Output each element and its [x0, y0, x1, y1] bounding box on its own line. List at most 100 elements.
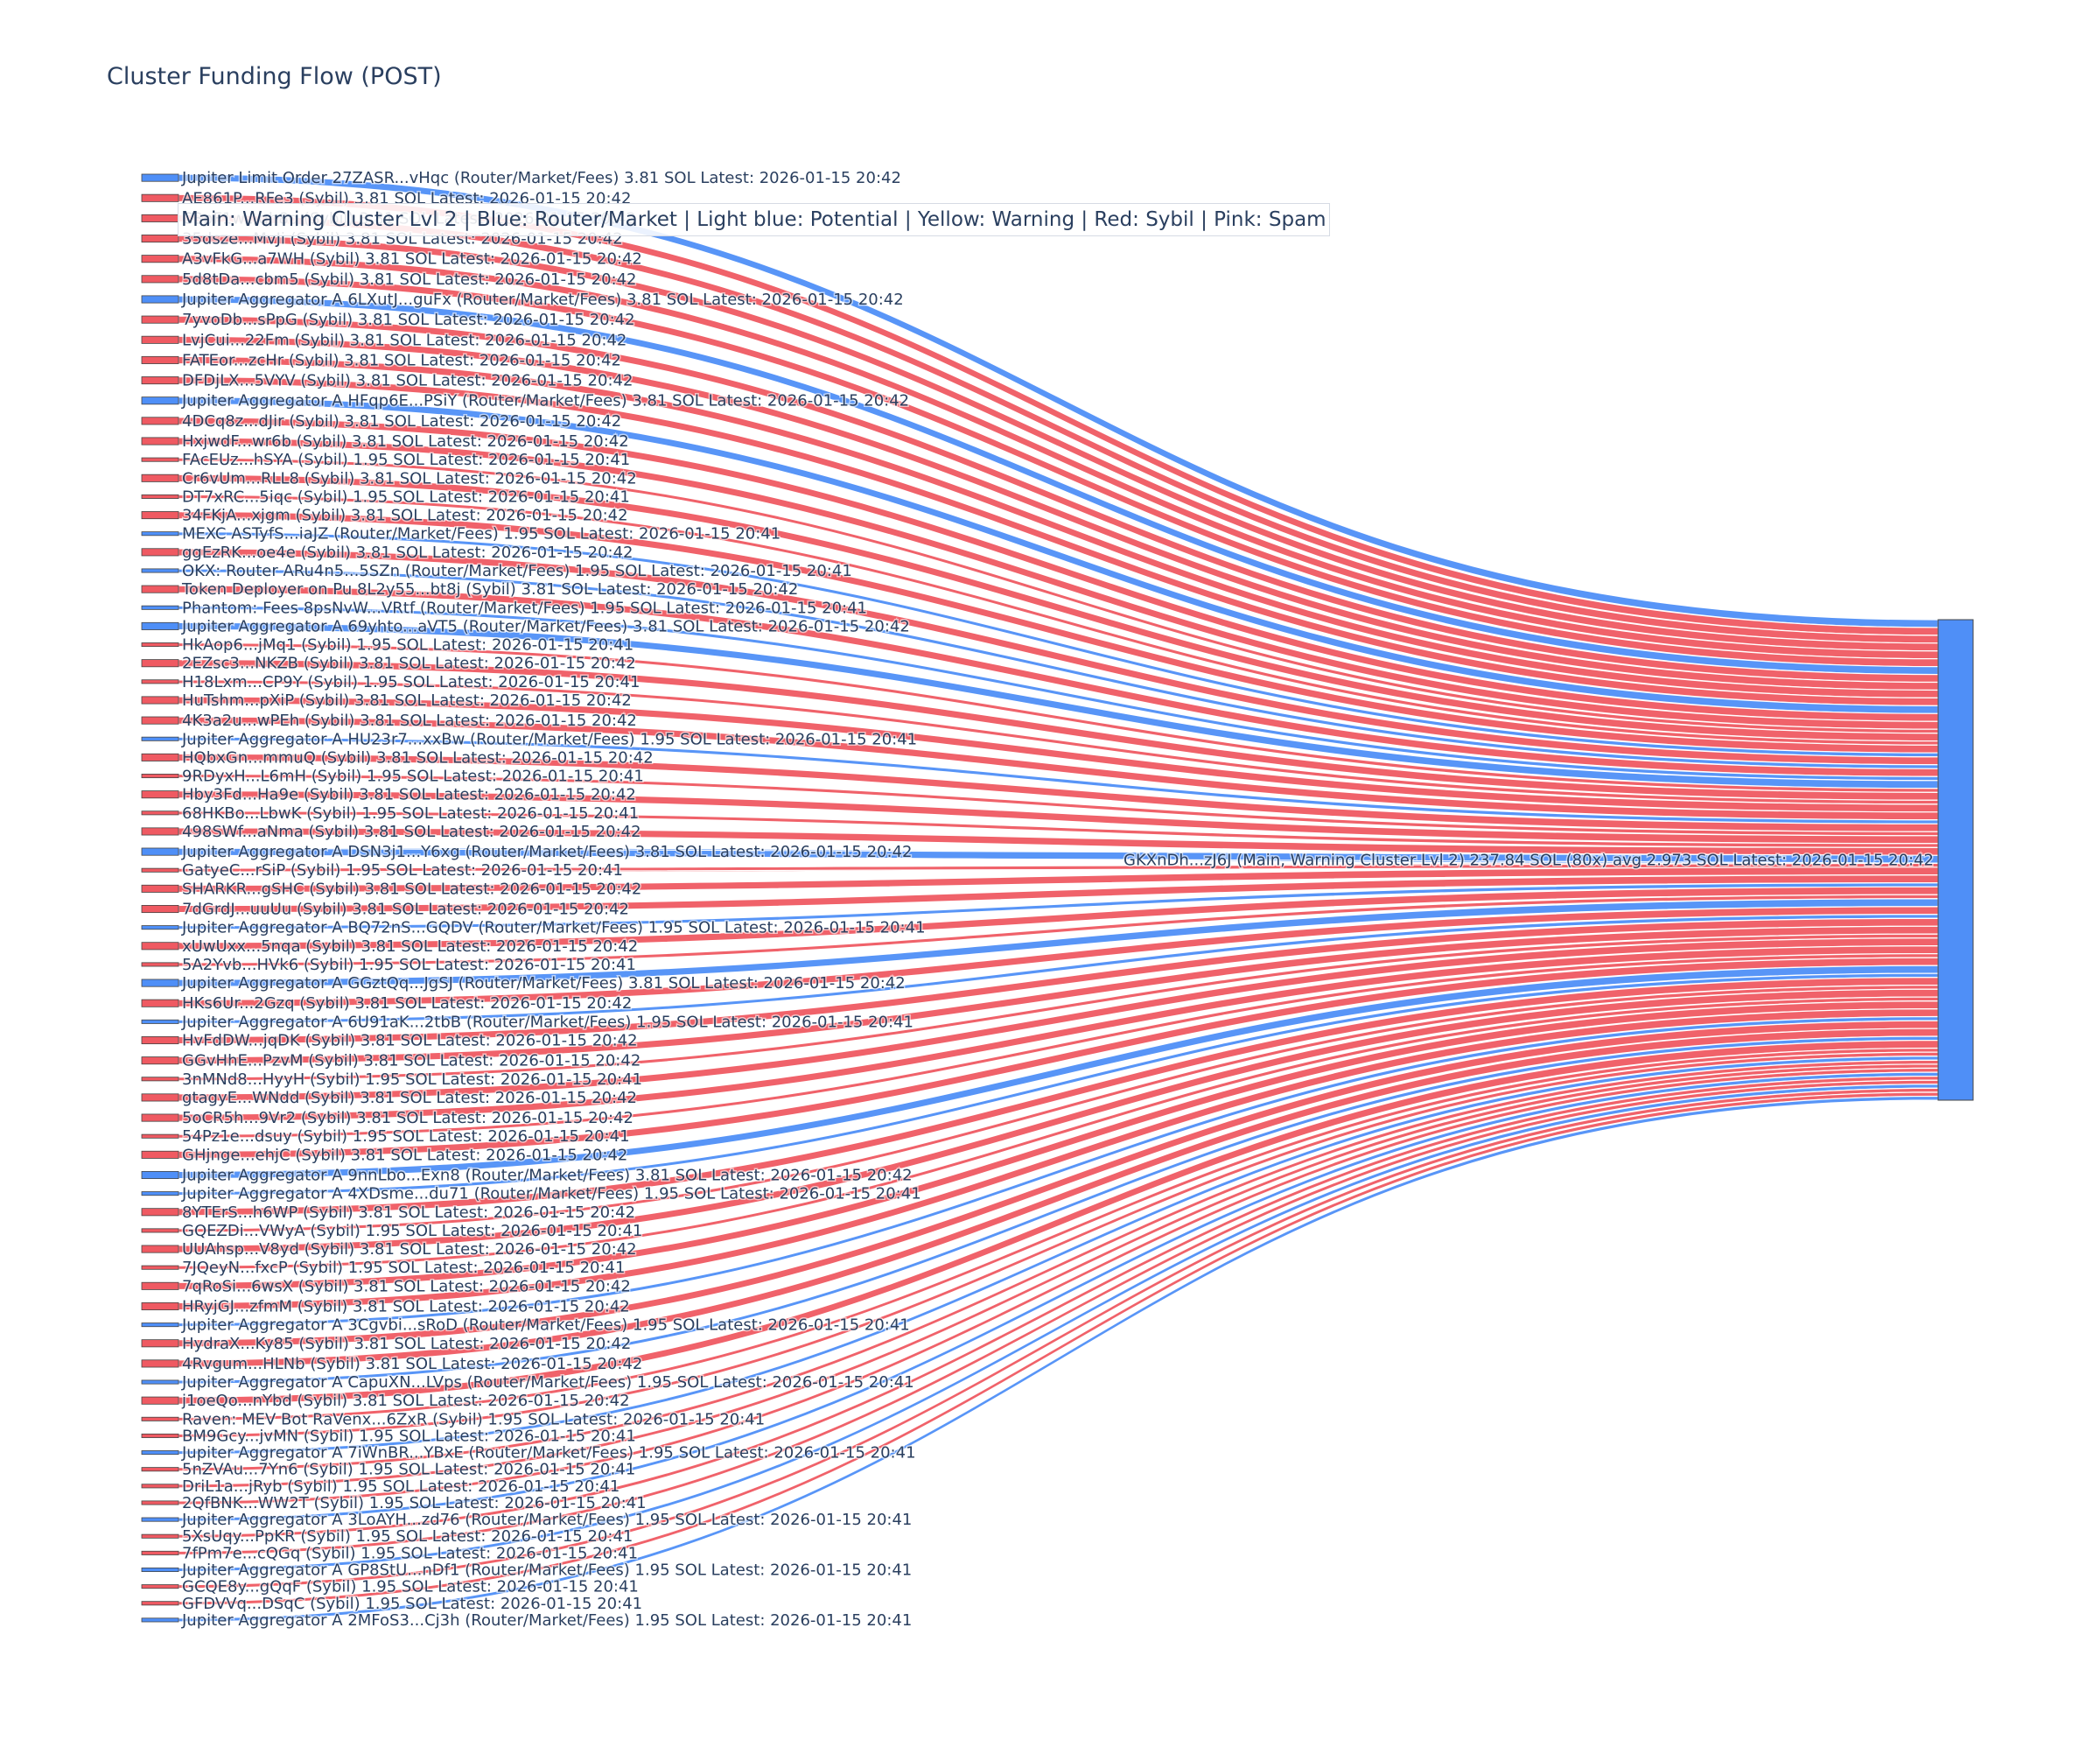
source-node-label: ggEzRK...oe4e (Sybil) 3.81 SOL Latest: 2…	[182, 544, 634, 562]
sybil-source-node	[141, 511, 179, 520]
sybil-source-node	[141, 810, 179, 816]
sybil-source-node	[141, 867, 179, 873]
source-node-label: Jupiter Aggregator A DSN3j1...Y6xg (Rout…	[181, 843, 912, 861]
source-node-label: Jupiter Aggregator A GP8StU...nDf1 (Rout…	[181, 1561, 912, 1580]
source-node-label: HvFdDW...jqDK (Sybil) 3.81 SOL Latest: 2…	[182, 1032, 638, 1050]
source-node-label: DriL1a...jRyb (Sybil) 1.95 SOL Latest: 2…	[182, 1477, 620, 1496]
sybil-source-node	[141, 585, 179, 593]
router-source-node	[141, 847, 179, 856]
source-node-label: Jupiter Aggregator A 7iWnBR...YBxE (Rout…	[181, 1444, 916, 1463]
source-node-label: FAcEUz...hSYA (Sybil) 1.95 SOL Latest: 2…	[182, 451, 630, 469]
sybil-source-node	[141, 1359, 179, 1368]
sybil-source-node	[141, 1113, 179, 1122]
sybil-source-node	[141, 1416, 179, 1421]
sybil-source-node	[141, 193, 179, 202]
sybil-source-node	[141, 255, 179, 263]
source-node-label: Raven: MEV Bot RaVenx...6ZxR (Sybil) 1.9…	[182, 1410, 765, 1428]
source-node-label: GQEZDi...VWyA (Sybil) 1.95 SOL Latest: 2…	[182, 1222, 642, 1240]
sybil-source-node	[141, 1467, 179, 1472]
source-node-label: BM9Gcy...jvMN (Sybil) 1.95 SOL Latest: 2…	[182, 1427, 636, 1445]
source-node-label: GCQE8y...gQqF (Sybil) 1.95 SOL Latest: 2…	[182, 1578, 639, 1596]
sybil-source-node	[141, 494, 179, 499]
source-node-label: Jupiter Aggregator A 6U91aK...2tbB (Rout…	[181, 1013, 914, 1031]
router-source-node	[141, 979, 179, 987]
sybil-source-node	[141, 315, 179, 324]
source-node-label: H18Lxm...CP9Y (Sybil) 1.95 SOL Latest: 2…	[182, 673, 640, 691]
router-source-node	[141, 925, 179, 930]
sybil-source-node	[141, 642, 179, 648]
router-source-node	[141, 1323, 179, 1328]
sybil-source-node	[141, 774, 179, 779]
source-node-label: HuTshm...pXiP (Sybil) 3.81 SOL Latest: 2…	[182, 691, 632, 710]
router-source-node	[141, 1170, 179, 1180]
source-node-label: GFDVVq...DSqC (Sybil) 1.95 SOL Latest: 2…	[182, 1595, 642, 1613]
source-node-label: Jupiter Aggregator A 69yhto...aVT5 (Rout…	[181, 617, 910, 635]
source-node-label: Jupiter Aggregator A HU23r7...xxBw (Rout…	[181, 730, 917, 748]
sybil-source-node	[141, 716, 179, 725]
source-node-label: 498SWf...aNma (Sybil) 3.81 SOL Latest: 2…	[182, 823, 641, 841]
source-node-label: 54Pz1e...dsuy (Sybil) 1.95 SOL Latest: 2…	[182, 1127, 630, 1146]
source-node-label: FATEor...zcHr (Sybil) 3.81 SOL Latest: 2…	[182, 351, 621, 369]
source-node-label: 7qRoSi...6wsX (Sybil) 3.81 SOL Latest: 2…	[182, 1277, 631, 1295]
source-node-label: Jupiter Aggregator A 6LXutJ...guFx (Rout…	[181, 291, 904, 309]
sybil-source-node	[141, 1433, 179, 1438]
source-node-label: 5XsUqy...PpKR (Sybil) 1.95 SOL Latest: 2…	[182, 1527, 633, 1546]
sybil-source-node	[141, 827, 179, 836]
router-source-node	[141, 295, 179, 304]
source-node-label: 9RDyxH...L6mH (Sybil) 1.95 SOL Latest: 2…	[182, 768, 644, 786]
sybil-source-node	[141, 1601, 179, 1606]
source-node-label: Jupiter Aggregator A 4XDsme...du71 (Rout…	[181, 1185, 921, 1203]
sybil-source-node	[141, 437, 179, 446]
sybil-source-node	[141, 417, 179, 425]
sybil-source-node	[141, 659, 179, 668]
sybil-source-node	[141, 942, 179, 951]
source-node-label: HxjwdF...wr6b (Sybil) 3.81 SOL Latest: 2…	[182, 432, 629, 451]
source-node-label: Jupiter Aggregator A 2MFoS3...Cj3h (Rout…	[181, 1611, 912, 1630]
source-node-label: Jupiter Aggregator A 9nnLbo...Exn8 (Rout…	[181, 1166, 913, 1184]
sybil-source-node	[141, 1301, 179, 1310]
sybil-source-node	[141, 1208, 179, 1217]
router-source-node	[141, 621, 179, 630]
source-node-label: Jupiter Aggregator A 3LoAYH...zd76 (Rout…	[181, 1511, 912, 1529]
source-node-label: Jupiter Aggregator A BQ72nS...GQDV (Rout…	[181, 919, 926, 937]
source-node-label: 4Rvgum...HLNb (Sybil) 3.81 SOL Latest: 2…	[182, 1355, 642, 1373]
chart-title: Cluster Funding Flow (POST)	[107, 63, 442, 90]
source-node-label: DFDjLX...5VYV (Sybil) 3.81 SOL Latest: 2…	[182, 372, 633, 390]
source-node-label: Phantom: Fees 8psNvW...VRtf (Router/Mark…	[182, 599, 867, 617]
router-source-node	[141, 396, 179, 405]
source-node-label: OKX: Router ARu4n5...5SZn (Router/Market…	[182, 562, 852, 580]
router-source-node	[141, 1191, 179, 1196]
source-node-label: HQbxGn...mmuQ (Sybil) 3.81 SOL Latest: 2…	[182, 748, 654, 767]
source-node-label: 5nZVAu...7Yn6 (Sybil) 1.95 SOL Latest: 2…	[182, 1461, 635, 1479]
sybil-source-node	[141, 1533, 179, 1539]
source-node-label: HydraX...Ky85 (Sybil) 3.81 SOL Latest: 2…	[182, 1335, 631, 1353]
source-node-label: HKs6Ur...2Gzq (Sybil) 3.81 SOL Latest: 2…	[182, 994, 632, 1013]
sybil-source-node	[141, 1077, 179, 1082]
source-node-label: GGvHhE...PzvM (Sybil) 3.81 SOL Latest: 2…	[182, 1052, 640, 1070]
sybil-source-node	[141, 1500, 179, 1505]
source-node-label: Hby3Fd...Ha9e (Sybil) 3.81 SOL Latest: 2…	[182, 786, 636, 804]
target-node-label: GKXnDh...zJ6J (Main, Warning Cluster Lvl…	[1124, 852, 1934, 870]
source-node-label: Jupiter Aggregator A 3Cgvbi...sRoD (Rout…	[181, 1316, 910, 1335]
router-source-node	[141, 605, 179, 610]
source-node-label: 5oCR5h...9Vr2 (Sybil) 3.81 SOL Latest: 2…	[182, 1109, 634, 1127]
source-node-label: 8YTErS...h6WP (Sybil) 3.81 SOL Latest: 2…	[182, 1203, 635, 1222]
sybil-source-node	[141, 1245, 179, 1253]
sybil-source-node	[141, 1281, 179, 1290]
source-node-label: Token Deployer on Pu 8L2y55...bt8j (Sybi…	[181, 580, 798, 599]
source-node-label: 4DCq8z...dJir (Sybil) 3.81 SOL Latest: 2…	[182, 412, 621, 431]
sybil-source-node	[141, 905, 179, 914]
router-source-node	[141, 736, 179, 741]
sybil-source-node	[141, 696, 179, 705]
sybil-source-node	[141, 1056, 179, 1065]
source-node-label: GatyeC...rSiP (Sybil) 1.95 SOL Latest: 2…	[182, 861, 623, 880]
source-node-label: DT7xRC...5iqc (Sybil) 1.95 SOL Latest: 2…	[182, 488, 630, 506]
source-node-label: 34FKjA...xjgm (Sybil) 3.81 SOL Latest: 2…	[182, 507, 628, 525]
sybil-source-node	[141, 1396, 179, 1405]
router-source-node	[141, 173, 179, 182]
sybil-source-node	[141, 790, 179, 799]
sybil-source-node	[141, 1484, 179, 1489]
source-node-label: SHARKR...gSHC (Sybil) 3.81 SOL Latest: 2…	[182, 880, 641, 898]
router-source-node	[141, 1567, 179, 1573]
